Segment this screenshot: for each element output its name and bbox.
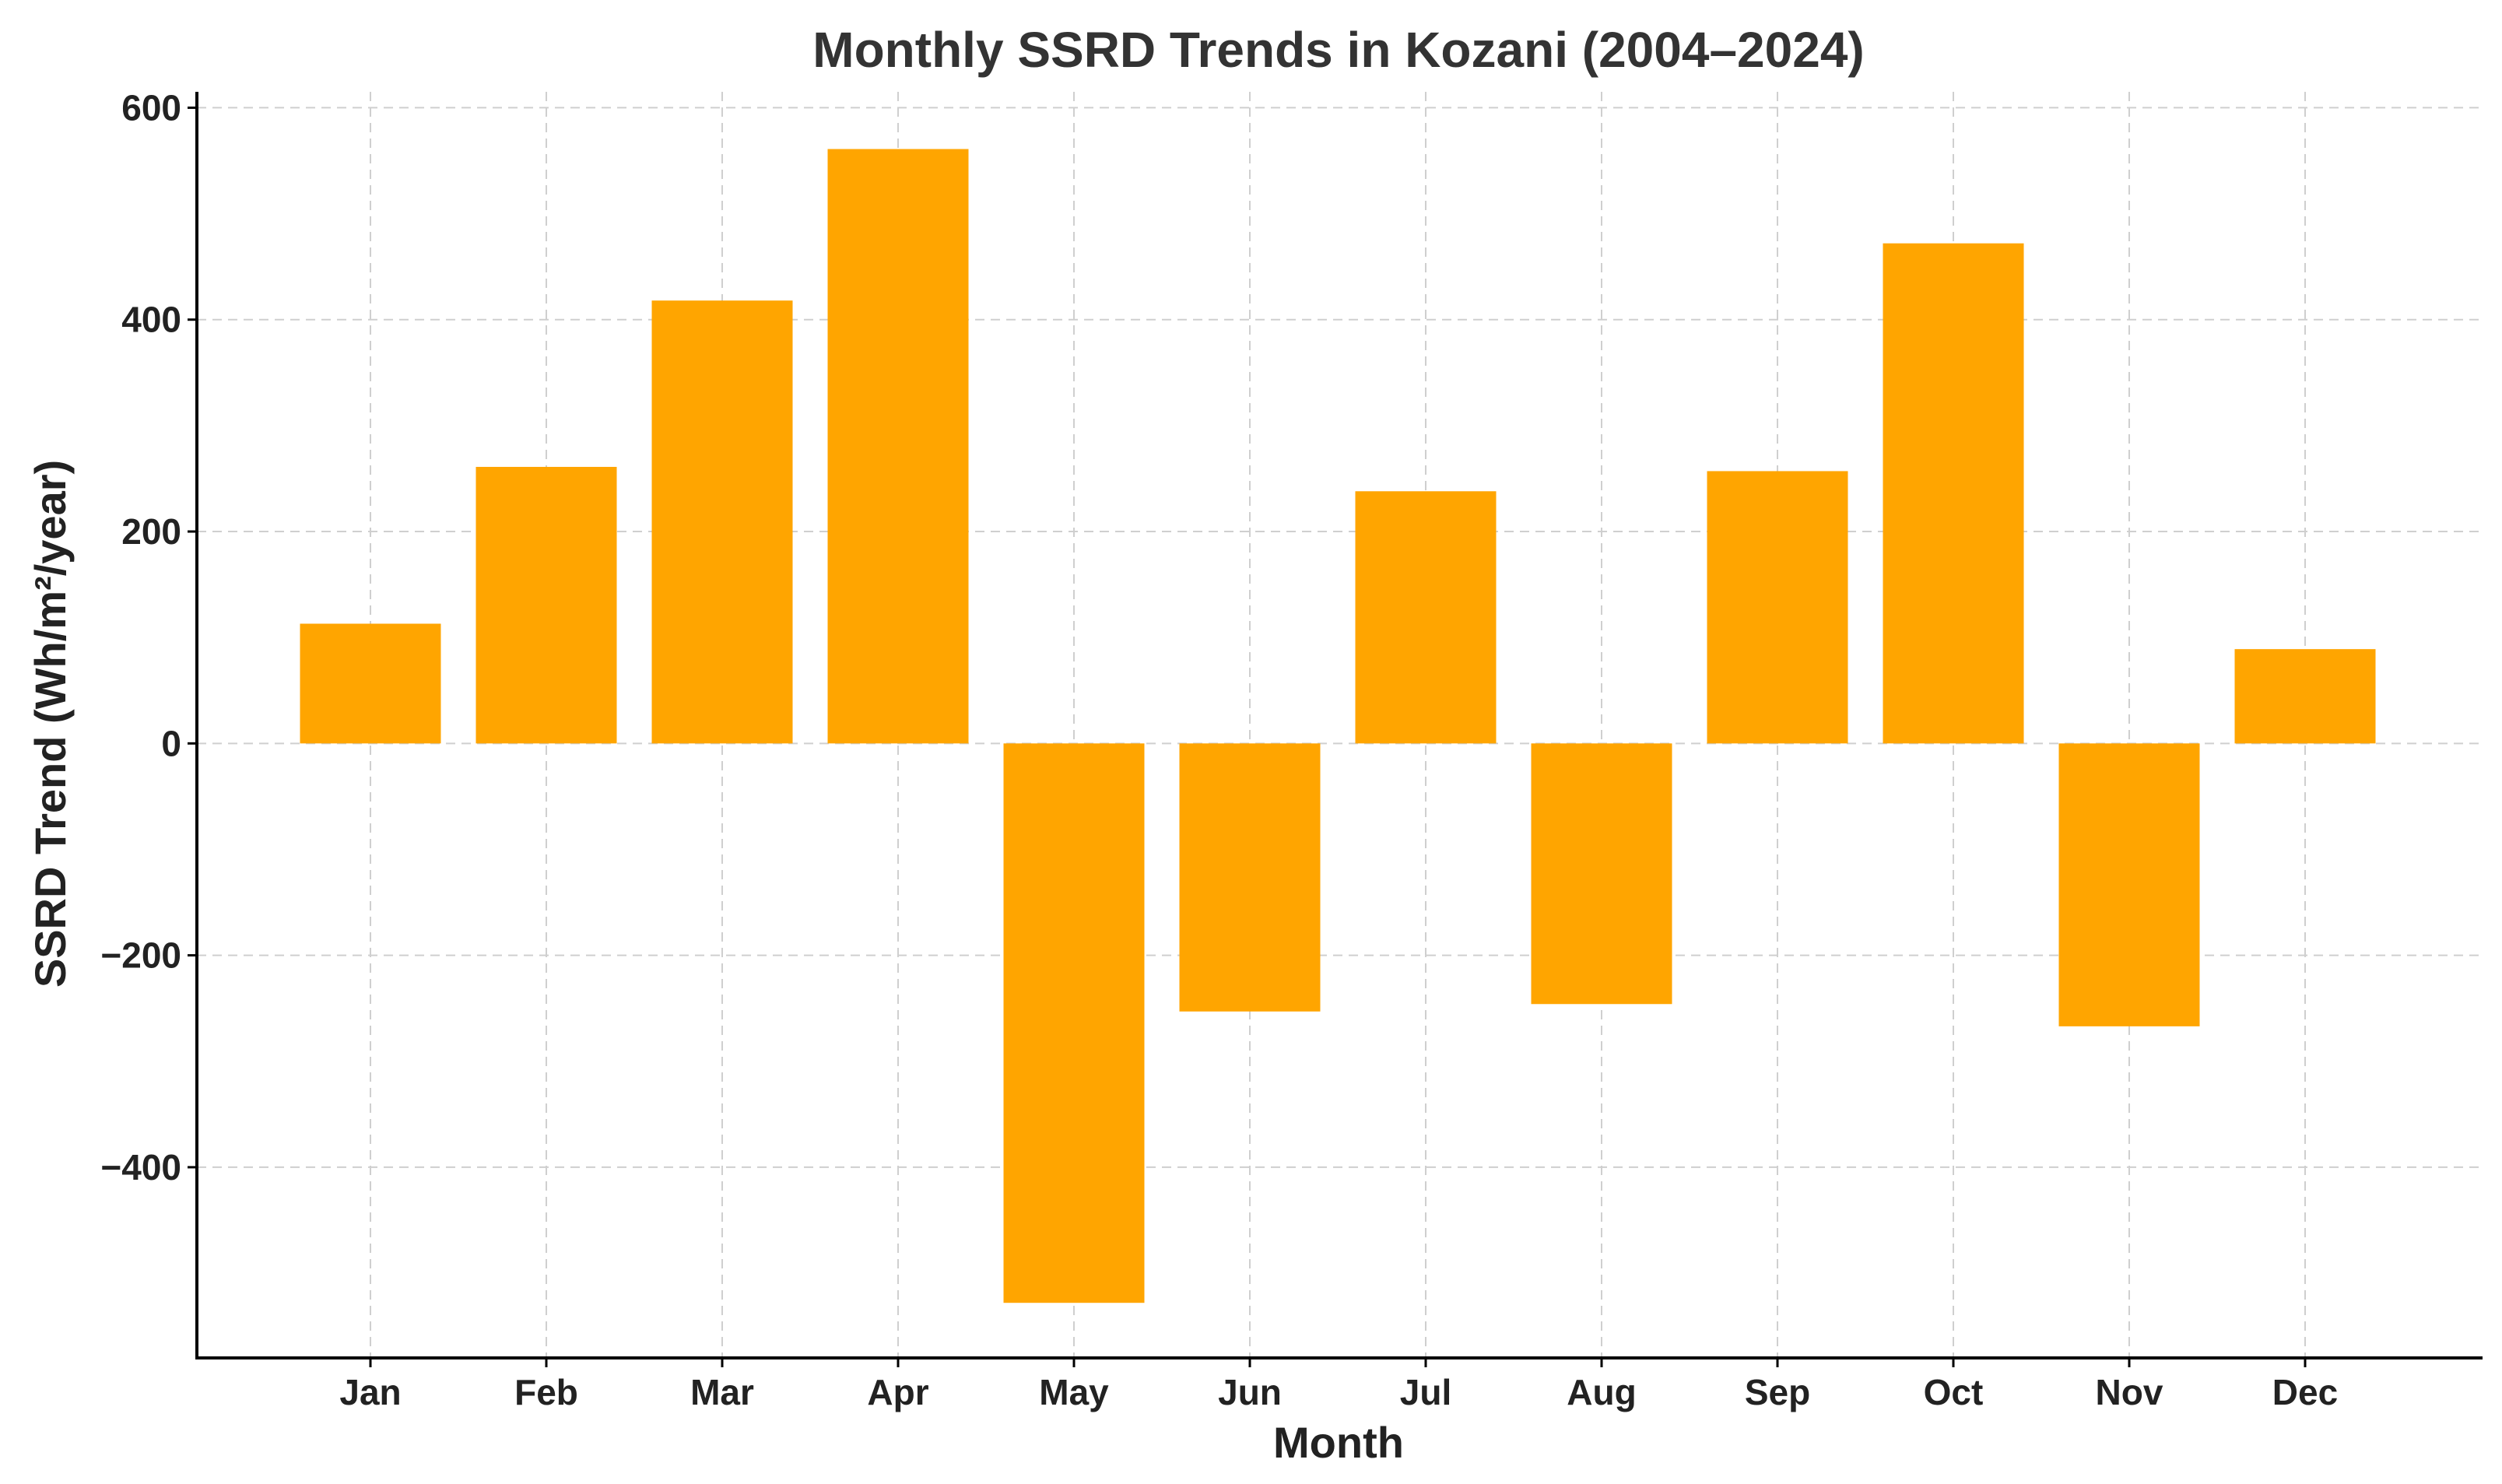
x-tick-label: Mar <box>690 1372 754 1412</box>
bar-sep <box>1707 471 1848 744</box>
y-tick-label: 400 <box>121 300 181 340</box>
bar-oct <box>1883 243 2024 744</box>
x-tick-label: Nov <box>2096 1372 2163 1412</box>
bar-dec <box>2234 649 2376 744</box>
x-axis-label: Month <box>1273 1418 1404 1467</box>
x-tick-label: May <box>1039 1372 1109 1412</box>
bar-apr <box>827 149 969 744</box>
chart-title: Monthly SSRD Trends in Kozani (2004–2024… <box>812 22 1864 78</box>
bar-may <box>1003 743 1145 1303</box>
y-axis-label: SSRD Trend (Wh/m²/year) <box>26 460 75 988</box>
x-tick-label: Jul <box>1400 1372 1451 1412</box>
bar-jan <box>300 623 441 744</box>
y-tick-label: −200 <box>100 935 181 976</box>
bar-nov <box>2058 743 2200 1026</box>
x-tick-label: Jun <box>1218 1372 1282 1412</box>
y-tick-label: −400 <box>100 1147 181 1188</box>
x-tick-label: Apr <box>867 1372 928 1412</box>
bar-mar <box>651 300 793 744</box>
bar-aug <box>1531 743 1672 1005</box>
bar-feb <box>475 466 617 744</box>
x-tick-label: Oct <box>1924 1372 1984 1412</box>
bar-jun <box>1179 743 1321 1012</box>
x-tick-label: Aug <box>1567 1372 1636 1412</box>
y-tick-label: 200 <box>121 511 181 552</box>
axes <box>195 92 2483 1359</box>
x-tick-label: Dec <box>2272 1372 2338 1412</box>
x-tick-label: Jan <box>339 1372 401 1412</box>
bar-jul <box>1355 491 1497 744</box>
bars <box>300 149 2376 1303</box>
y-axis-ticks: −400 −200 0 200 400 600 <box>100 87 197 1188</box>
x-tick-label: Sep <box>1745 1372 1810 1412</box>
x-tick-label: Feb <box>514 1372 578 1412</box>
y-tick-label: 0 <box>161 723 181 763</box>
x-axis-ticks: Jan Feb Mar Apr May Jun Jul Aug Sep Oct Nov Dec <box>339 1358 2338 1412</box>
y-tick-label: 600 <box>121 87 181 128</box>
